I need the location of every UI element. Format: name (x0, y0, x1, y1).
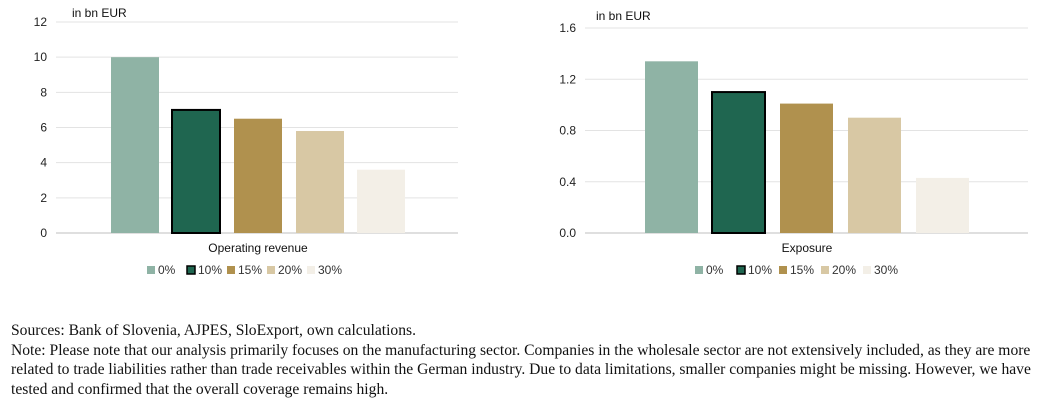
bar-20pct (848, 117, 901, 233)
legend-swatch-0pct (147, 266, 155, 274)
legend-swatch-20pct (821, 266, 829, 274)
legend-label: 15% (238, 263, 262, 277)
category-label: Operating revenue (208, 241, 308, 255)
legend-swatch-30pct (863, 266, 871, 274)
y-tick-label: 6 (40, 121, 47, 135)
y-tick-label: 10 (34, 50, 48, 64)
legend-label: 20% (278, 263, 302, 277)
y-tick-label: 0 (40, 226, 47, 240)
bar-0pct (645, 61, 698, 233)
operating-revenue-chart-svg: 0 2 4 6 8 10 12 in bn EUR Operating revenue 0% 10%… (34, 6, 458, 277)
legend-swatch-15pct (779, 266, 787, 274)
note-text: Note: Please note that our analysis prim… (11, 341, 1031, 398)
bar-15pct (234, 118, 282, 233)
y-tick-label: 0.0 (559, 226, 576, 240)
bar-30pct (916, 177, 969, 233)
legend-label: 10% (748, 263, 772, 277)
legend-label: 20% (832, 263, 856, 277)
category-label: Exposure (782, 241, 833, 255)
legend-swatch-30pct (307, 266, 315, 274)
y-tick-label: 1.2 (559, 72, 576, 86)
legend-label: 10% (198, 263, 222, 277)
legend-label: 15% (790, 263, 814, 277)
bar-15pct (780, 103, 833, 233)
chart-footer: Sources: Bank of Slovenia, AJPES, SloExp… (11, 321, 1057, 399)
bar-0pct (111, 57, 159, 233)
y-tick-label: 8 (40, 85, 47, 99)
legend-label: 0% (158, 263, 176, 277)
legend-swatch-0pct (695, 266, 703, 274)
y-tick-label: 12 (34, 15, 48, 29)
legend-swatch-20pct (267, 266, 275, 274)
legend-label: 30% (874, 263, 898, 277)
bar-20pct (296, 131, 344, 233)
sources-text: Sources: Bank of Slovenia, AJPES, SloExp… (11, 322, 416, 339)
legend-swatch-10pct (186, 265, 196, 275)
y-tick-label: 0.8 (559, 124, 576, 138)
bar-10pct (171, 108, 221, 234)
y-tick-label: 0.4 (559, 175, 576, 189)
legend-label: 30% (318, 263, 342, 277)
y-tick-label: 4 (40, 156, 47, 170)
y-tick-label: 2 (40, 191, 47, 205)
bar-30pct (357, 169, 405, 233)
bar-10pct (711, 91, 766, 234)
legend-swatch-10pct (736, 265, 746, 275)
unit-label: in bn EUR (596, 9, 651, 23)
legend-label: 0% (706, 263, 724, 277)
legend-swatch-15pct (227, 266, 235, 274)
y-tick-label: 1.6 (559, 21, 576, 35)
operating-revenue-chart: 0 2 4 6 8 10 12 in bn EUR Operating revenue 0% 10%… (0, 0, 470, 290)
exposure-chart: 0.0 0.4 0.8 1.2 1.6 in bn EUR Exposure 0% 10% 15%… (530, 0, 1059, 290)
unit-label: in bn EUR (72, 6, 127, 20)
exposure-chart-svg: 0.0 0.4 0.8 1.2 1.6 in bn EUR Exposure 0% 10% 15%… (559, 9, 1028, 277)
